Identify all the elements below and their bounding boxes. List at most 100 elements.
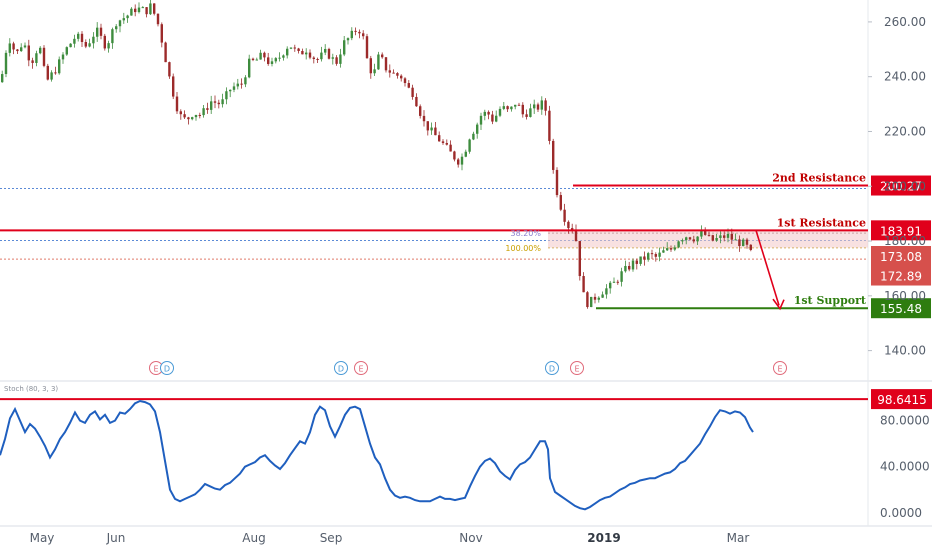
candle[interactable] (620, 271, 623, 282)
candle[interactable] (27, 45, 30, 61)
candle[interactable] (1, 74, 4, 83)
support-resistance-levels[interactable]: 2nd Resistance 200.27 1st Resistance 183.91… (0, 172, 931, 319)
candle[interactable] (654, 254, 657, 257)
candle[interactable] (251, 58, 255, 60)
candle[interactable] (61, 54, 65, 60)
candle[interactable] (457, 159, 460, 165)
candle[interactable] (552, 140, 555, 170)
candle[interactable] (745, 239, 749, 245)
candle[interactable] (354, 30, 357, 32)
candle[interactable] (8, 43, 11, 53)
candle[interactable] (65, 47, 68, 55)
dividend-marker-1[interactable]: D (160, 361, 174, 375)
price-series[interactable] (1, 0, 752, 309)
candle[interactable] (502, 106, 505, 109)
candle[interactable] (639, 256, 642, 264)
candle[interactable] (445, 143, 448, 145)
candle[interactable] (392, 72, 395, 74)
candle[interactable] (362, 33, 365, 37)
candle[interactable] (586, 292, 589, 308)
candle[interactable] (422, 115, 426, 122)
candle[interactable] (301, 51, 304, 55)
candle[interactable] (221, 99, 224, 105)
candle[interactable] (419, 106, 422, 116)
candle[interactable] (358, 31, 361, 34)
candle[interactable] (734, 239, 737, 241)
candle[interactable] (707, 234, 711, 236)
candle[interactable] (476, 124, 479, 134)
candle[interactable] (365, 36, 369, 59)
candle[interactable] (168, 62, 171, 77)
candle[interactable] (377, 54, 380, 70)
candle[interactable] (96, 27, 99, 37)
candle[interactable] (514, 104, 517, 107)
candle[interactable] (692, 239, 695, 242)
candle[interactable] (742, 239, 745, 247)
candle[interactable] (327, 48, 331, 59)
candle[interactable] (749, 244, 752, 250)
candle[interactable] (609, 282, 612, 289)
candle[interactable] (662, 250, 665, 253)
candle[interactable] (571, 228, 574, 230)
candle[interactable] (244, 77, 247, 85)
candle[interactable] (346, 38, 350, 41)
candle[interactable] (506, 106, 509, 110)
candle[interactable] (77, 33, 80, 39)
candle[interactable] (316, 58, 319, 60)
candle[interactable] (635, 260, 638, 264)
candle[interactable] (183, 114, 186, 118)
candle[interactable] (483, 111, 486, 116)
candle[interactable] (491, 114, 494, 122)
candle[interactable] (331, 57, 334, 59)
candle[interactable] (289, 47, 293, 49)
dividend-marker-4[interactable]: D (545, 361, 559, 375)
candle[interactable] (536, 104, 540, 110)
candle[interactable] (213, 101, 217, 103)
candle[interactable] (270, 61, 274, 64)
candle[interactable] (700, 231, 703, 237)
candle[interactable] (35, 53, 38, 63)
candle[interactable] (58, 59, 61, 74)
candle[interactable] (84, 42, 87, 47)
candle[interactable] (677, 241, 680, 248)
candle[interactable] (202, 108, 205, 116)
candle[interactable] (723, 235, 726, 238)
candle[interactable] (308, 52, 312, 58)
candle[interactable] (293, 47, 296, 49)
candle[interactable] (80, 33, 84, 43)
candle[interactable] (141, 7, 144, 9)
candle[interactable] (339, 54, 342, 64)
candle[interactable] (210, 101, 213, 110)
candle[interactable] (92, 36, 95, 44)
candle[interactable] (134, 8, 137, 13)
candle[interactable] (149, 3, 152, 15)
candle[interactable] (411, 87, 414, 97)
candle[interactable] (274, 58, 277, 62)
candle[interactable] (312, 57, 315, 59)
candle[interactable] (479, 115, 483, 125)
candle[interactable] (20, 47, 23, 52)
candle[interactable] (631, 260, 635, 270)
candle[interactable] (118, 20, 122, 27)
candle[interactable] (681, 240, 684, 242)
candle[interactable] (335, 57, 338, 64)
stoch-pane[interactable]: 98.6415 Stoch (80, 3, 3) 0.0000 40.0000 80.0… (0, 385, 932, 520)
stoch-line[interactable] (0, 399, 754, 511)
candle[interactable] (517, 104, 521, 106)
candle[interactable] (187, 117, 190, 120)
candle[interactable] (521, 104, 524, 115)
earnings-marker-6[interactable]: E (773, 361, 787, 375)
candle[interactable] (164, 42, 167, 63)
candle[interactable] (99, 27, 103, 36)
candle[interactable] (4, 52, 8, 75)
candle[interactable] (31, 60, 34, 63)
candle[interactable] (688, 237, 692, 240)
earnings-marker-3[interactable]: E (354, 361, 368, 375)
candle[interactable] (156, 13, 160, 25)
candle[interactable] (73, 38, 76, 44)
candle[interactable] (172, 76, 175, 97)
candle[interactable] (198, 114, 201, 116)
candle[interactable] (259, 52, 262, 60)
